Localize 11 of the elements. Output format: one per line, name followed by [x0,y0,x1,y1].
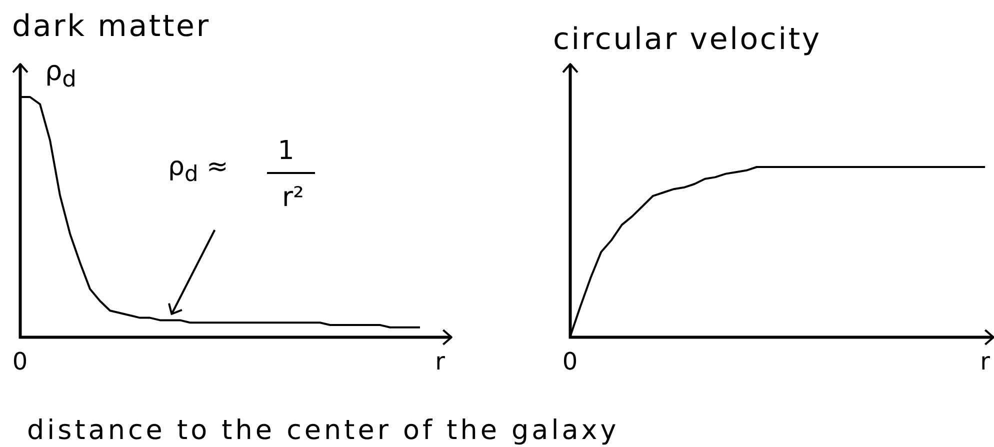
x-tick-label: 0 [12,348,28,376]
annotation: r² [282,182,304,213]
annotation: 1 [278,136,294,166]
chart-title: dark matter [12,9,210,44]
x-tick-label: 0 [562,348,578,376]
text: distance to the center of the galaxy [27,415,620,446]
x-tick-label: r [435,348,446,376]
chart-title: circular velocity [553,22,822,57]
y-axis-title: ρ$_{d}$ [45,56,76,92]
x-tick-label: r [980,348,990,376]
annotation: ρ$_{d}$ ≈ [168,152,228,188]
